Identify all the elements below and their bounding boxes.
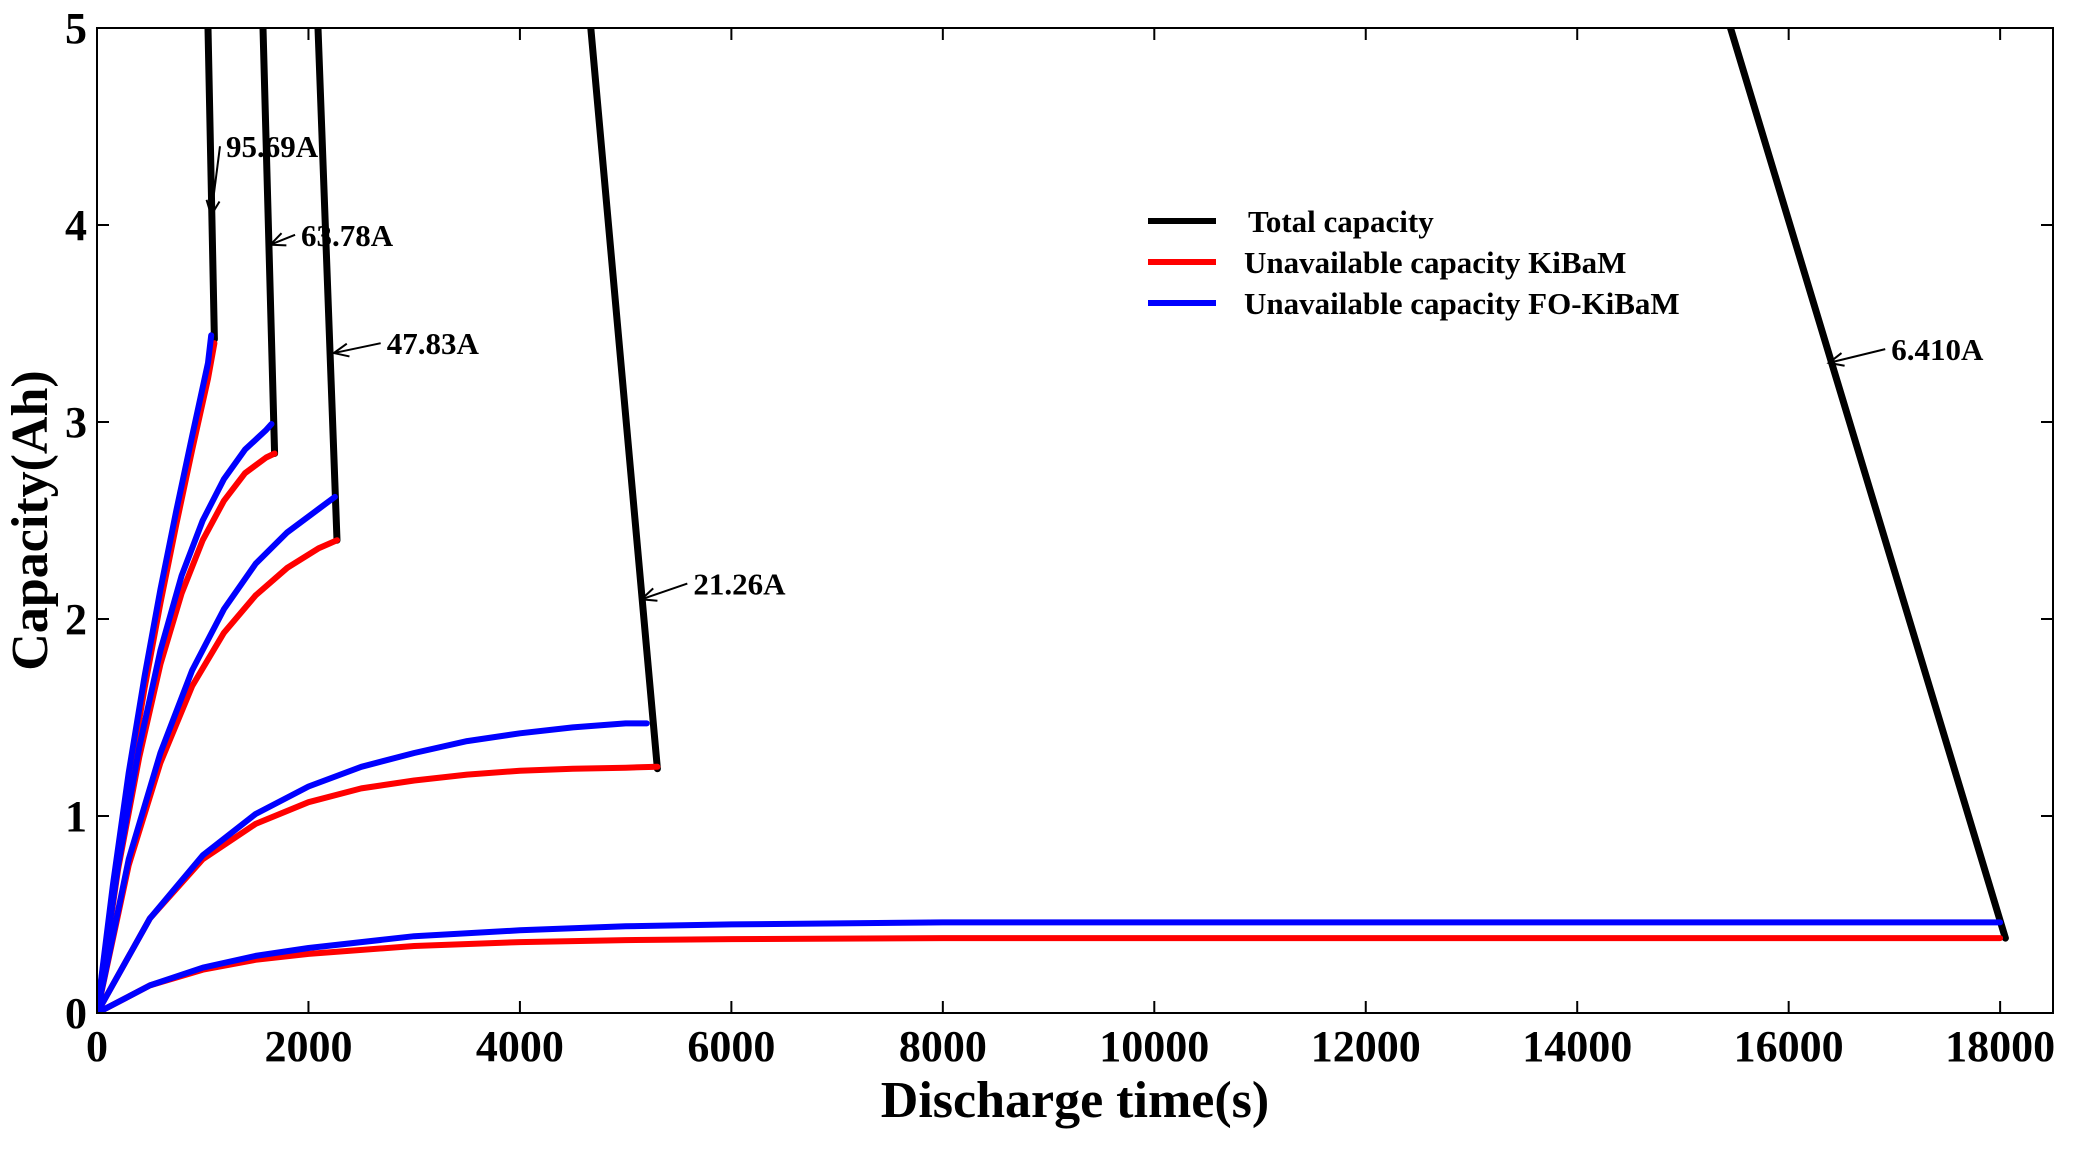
series-line-kibam-6.410a xyxy=(97,935,2004,1013)
plot-frame xyxy=(96,27,2054,1014)
annotation-label: 63.78A xyxy=(301,218,394,253)
series-line-fokibam-21.26a xyxy=(97,720,650,1013)
series-line-fokibam-47.83a xyxy=(97,493,338,1013)
x-tick-label: 6000 xyxy=(687,1022,775,1071)
series-line-fokibam-95.69a xyxy=(97,332,215,1013)
y-tick-label: 4 xyxy=(65,201,87,250)
x-tick-label: 10000 xyxy=(1099,1022,1209,1071)
x-tick-label: 8000 xyxy=(899,1022,987,1071)
series-line-kibam-63.78a xyxy=(97,450,278,1013)
series-line-fokibam-63.78a xyxy=(97,421,275,1013)
series-line-total-63.78a xyxy=(259,28,279,457)
annotation-label: 95.69A xyxy=(226,129,319,164)
annotation-arrow xyxy=(210,146,221,216)
annotation-arrowhead xyxy=(268,232,287,247)
annotation-arrowhead xyxy=(331,342,350,358)
series-layer xyxy=(97,28,2009,1013)
ticks-layer: 0 2000 4000 6000 8000 10000 12000 14000 16000 180… xyxy=(65,4,2055,1071)
series-line-total-95.69a xyxy=(204,28,218,343)
y-tick-label: 2 xyxy=(65,595,87,644)
annotation-arrowhead xyxy=(205,199,221,218)
annotation-label: 6.410A xyxy=(1891,332,1984,367)
annotation-arrow xyxy=(270,233,296,246)
legend-label: Total capacity xyxy=(1248,204,1434,239)
y-tick-label: 0 xyxy=(65,989,87,1038)
legend: Total capacity Unavailable capacity KiBaM… xyxy=(1148,204,1680,321)
x-tick-label: 18000 xyxy=(1945,1022,2055,1071)
y-tick-label: 5 xyxy=(65,4,87,53)
annotation-arrow xyxy=(1828,348,1886,364)
y-tick-label: 1 xyxy=(65,792,87,841)
x-tick-label: 12000 xyxy=(1311,1022,1421,1071)
legend-label: Unavailable capacity KiBaM xyxy=(1244,245,1626,280)
x-tick-label: 16000 xyxy=(1734,1022,1844,1071)
y-tick-label: 3 xyxy=(65,398,87,447)
annotation-arrow xyxy=(641,582,688,601)
series-line-fokibam-6.410a xyxy=(97,919,2004,1013)
y-axis-title: Capacity(Ah) xyxy=(2,370,59,670)
legend-label: Unavailable capacity FO-KiBaM xyxy=(1244,286,1680,321)
annotation-arrowhead xyxy=(1826,352,1845,367)
x-axis-title: Discharge time(s) xyxy=(881,1072,1269,1129)
x-tick-label: 2000 xyxy=(264,1022,352,1071)
x-tick-label: 14000 xyxy=(1522,1022,1632,1071)
x-tick-label: 4000 xyxy=(476,1022,564,1071)
annotations-layer: 95.69A 63.78A 47.83A 21.26A 6.410A xyxy=(205,129,1984,602)
annotation-arrowhead xyxy=(639,587,658,602)
series-line-total-21.26a xyxy=(587,28,661,773)
annotation-arrow xyxy=(333,342,381,355)
annotation-label: 47.83A xyxy=(387,326,480,361)
annotation-label: 21.26A xyxy=(693,567,786,602)
series-line-total-47.83a xyxy=(314,28,341,544)
x-tick-label: 0 xyxy=(86,1022,108,1071)
series-line-total-6.410a xyxy=(1727,28,2009,942)
